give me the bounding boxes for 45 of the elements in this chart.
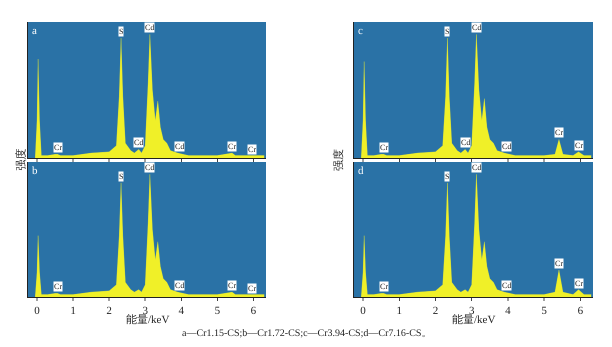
y-axis-title: 强度: [332, 149, 345, 171]
chart-title: d: [358, 165, 364, 177]
x-tick-label: 4: [178, 305, 185, 318]
annotation: Cr: [575, 279, 584, 288]
x-tick-label: 4: [505, 305, 512, 318]
annotation: Cr: [555, 128, 564, 137]
x-tick-label: 0: [360, 305, 366, 318]
annotation: Cd: [145, 23, 154, 32]
annotation: Cd: [145, 163, 154, 172]
x-tick-label: 6: [578, 305, 584, 318]
annotation: Cr: [54, 282, 62, 291]
text: a—Cr1.15-CS;b—Cr1.72-CS;c—Cr3.94-CS;d—Cr7.16-CS。: [182, 328, 432, 339]
x-tick-label: 2: [432, 305, 438, 318]
annotation: Cr: [555, 259, 564, 268]
x-tick-label: 2: [106, 305, 112, 318]
x-tick-label: 5: [214, 305, 221, 318]
annotation: Cd: [472, 23, 482, 32]
annotation: Cd: [502, 281, 512, 290]
annotation: Cr: [248, 145, 256, 154]
x-tick-label: 1: [70, 305, 76, 318]
annotation: Cr: [248, 284, 256, 293]
annotation: Cd: [472, 163, 482, 172]
annotation: S: [119, 27, 124, 36]
annotation: Cd: [461, 138, 470, 147]
annotation: Cd: [175, 142, 184, 151]
annotation: Cd: [502, 142, 512, 151]
x-tick-label: 1: [396, 305, 402, 318]
y-axis-title: 强度: [14, 148, 28, 170]
annotation: Cd: [175, 281, 184, 290]
annotation: S: [119, 172, 124, 181]
annotation: S: [445, 172, 450, 181]
x-tick-label: 0: [34, 305, 40, 318]
annotation: Cr: [575, 141, 584, 150]
annotation: Cr: [228, 281, 236, 290]
annotation: Cr: [54, 143, 62, 152]
chart-title: c: [358, 25, 363, 37]
chart-title: a: [32, 25, 37, 37]
x-tick-label: 6: [250, 305, 257, 318]
annotation: Cd: [134, 138, 144, 147]
annotation: Cr: [228, 142, 236, 151]
x-tick-label: 5: [541, 305, 548, 318]
chart-title: b: [32, 165, 38, 177]
annotation: Cr: [380, 143, 388, 152]
annotation: S: [445, 27, 450, 36]
annotation: Cr: [380, 282, 388, 291]
